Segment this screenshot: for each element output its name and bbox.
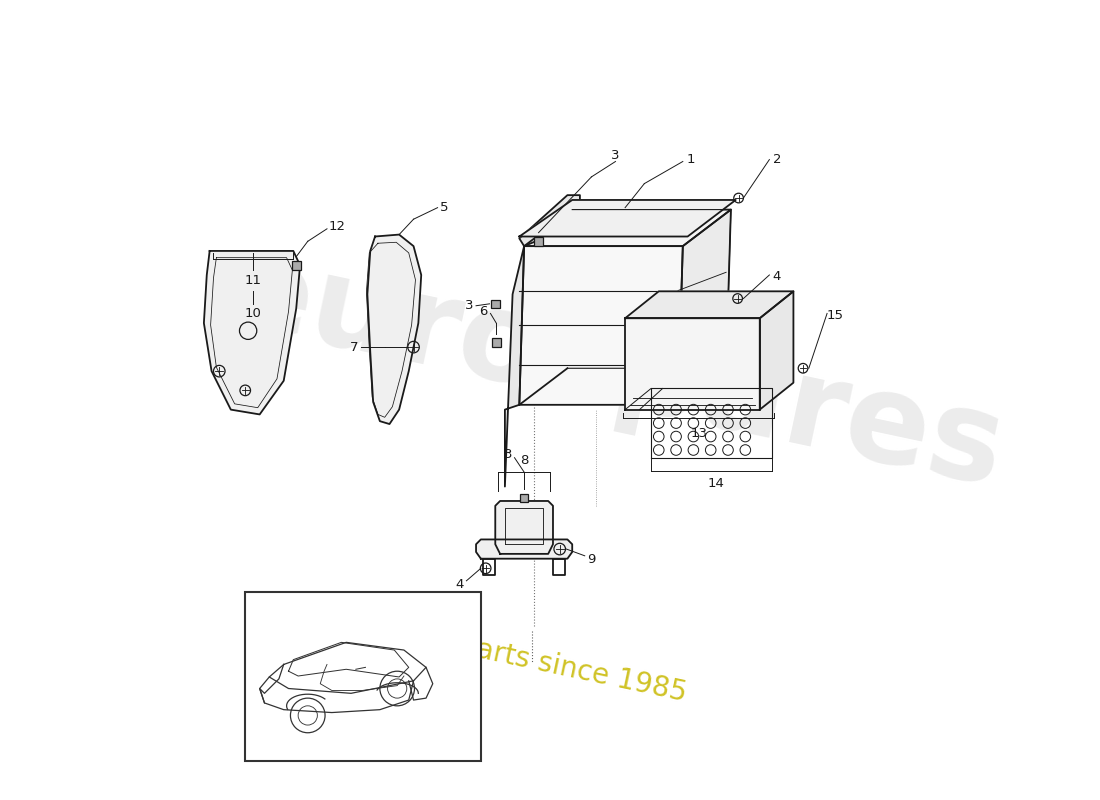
Polygon shape	[625, 291, 793, 318]
Text: 14: 14	[707, 477, 724, 490]
Text: 3: 3	[465, 299, 474, 312]
Bar	[535, 237, 543, 246]
Text: 6: 6	[480, 305, 488, 318]
Bar	[292, 261, 300, 270]
Text: 15: 15	[826, 309, 844, 322]
Text: 7: 7	[350, 341, 359, 354]
Text: a passion for parts since 1985: a passion for parts since 1985	[273, 593, 689, 707]
Bar	[491, 299, 499, 308]
Text: 4: 4	[773, 270, 781, 283]
Polygon shape	[519, 246, 683, 405]
Text: eurospares: eurospares	[217, 230, 1014, 513]
Polygon shape	[760, 291, 793, 410]
Polygon shape	[678, 210, 730, 405]
Polygon shape	[519, 200, 736, 237]
Text: 3: 3	[504, 448, 512, 462]
Text: 9: 9	[587, 553, 595, 566]
Polygon shape	[524, 210, 730, 246]
Bar	[520, 494, 528, 502]
Text: 5: 5	[440, 201, 449, 214]
Text: 12: 12	[328, 220, 345, 234]
Bar	[245, 592, 481, 761]
Text: 3: 3	[612, 150, 619, 162]
Text: 8: 8	[520, 454, 528, 467]
Text: 13: 13	[690, 427, 707, 440]
Polygon shape	[476, 539, 572, 558]
Text: 4: 4	[455, 578, 464, 591]
Polygon shape	[519, 195, 580, 246]
Polygon shape	[204, 251, 300, 414]
Polygon shape	[505, 246, 524, 486]
Polygon shape	[495, 501, 553, 554]
Polygon shape	[367, 234, 421, 424]
Text: 11: 11	[244, 274, 262, 287]
Bar	[492, 338, 500, 346]
Text: 1: 1	[686, 153, 695, 166]
Text: 2: 2	[773, 153, 781, 166]
Polygon shape	[625, 318, 760, 410]
Text: 10: 10	[244, 307, 262, 320]
